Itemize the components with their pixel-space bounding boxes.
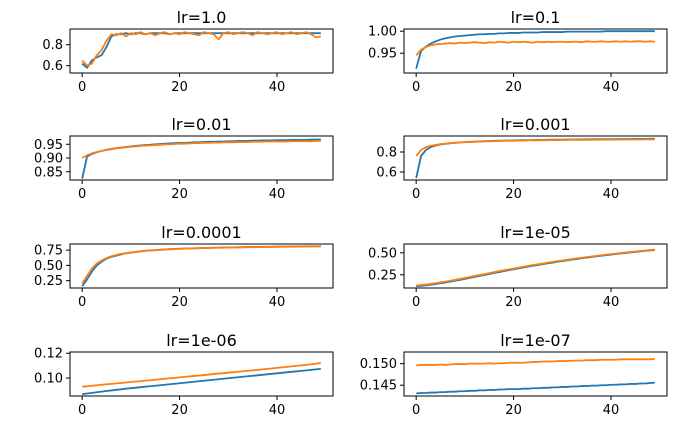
x-tick-label: 20	[505, 80, 522, 95]
train-line	[81, 32, 321, 69]
x-tick-label: 40	[269, 80, 286, 95]
subplot-title: lr=0.001	[500, 115, 570, 134]
x-tick-label: 0	[412, 403, 420, 418]
validation-line	[416, 248, 655, 287]
subplot-6: lr=1e-05 0 20 40 0.25 0.50	[368, 223, 668, 310]
y-tick-label: 0.6	[42, 59, 63, 74]
y-tick-label: 0.50	[34, 259, 63, 274]
x-tick-label: 40	[603, 295, 620, 310]
y-tick-label: 0.25	[368, 268, 397, 283]
x-tick-label: 20	[171, 187, 188, 202]
subplot-5: lr=0.0001 0 20 40 0.250.500.75	[34, 223, 334, 310]
subplot-1: lr=1.0 0 20 40 0.6 0.8	[42, 8, 334, 95]
subplot-4: lr=0.001 0 20 40 0.6 0.8	[376, 115, 668, 202]
validation-line	[81, 31, 322, 67]
subplot-title: lr=1e-05	[500, 223, 571, 242]
x-tick-label: 20	[171, 403, 188, 418]
axes-frame	[403, 135, 668, 181]
x-tick-label: 40	[269, 403, 286, 418]
subplot-title: lr=1.0	[177, 8, 227, 27]
x-tick-label: 20	[505, 403, 522, 418]
axes-frame	[403, 351, 668, 397]
x-tick-label: 0	[78, 403, 86, 418]
train-line	[415, 30, 655, 69]
x-tick-label: 0	[412, 187, 420, 202]
x-tick-label: 40	[269, 295, 286, 310]
x-tick-label: 20	[171, 295, 188, 310]
x-tick-label: 0	[412, 80, 420, 95]
validation-line	[81, 140, 321, 159]
axes-frame	[403, 28, 668, 74]
subplot-7: lr=1e-06 0 20 40 0.10 0.12	[34, 331, 334, 418]
y-tick-label: 0.95	[368, 47, 397, 62]
axes-frame	[69, 28, 334, 74]
x-tick-label: 40	[603, 80, 620, 95]
y-tick-label: 0.8	[42, 38, 63, 53]
train-line	[415, 137, 655, 179]
axes-frame	[69, 351, 334, 397]
y-tick-label: 0.145	[360, 379, 397, 394]
y-tick-label: 1.00	[368, 25, 397, 40]
train-line	[82, 367, 321, 396]
subplot-3: lr=0.01 0 20 40 0.850.900.95	[34, 115, 334, 202]
x-tick-label: 40	[603, 403, 620, 418]
validation-line	[415, 40, 655, 56]
y-tick-label: 0.85	[34, 165, 63, 180]
x-tick-label: 40	[603, 187, 620, 202]
subplot-8: lr=1e-07 0 20 40 0.145 0.150	[360, 331, 668, 418]
x-tick-label: 20	[505, 187, 522, 202]
train-line	[81, 138, 321, 179]
x-tick-label: 0	[412, 295, 420, 310]
y-tick-label: 0.6	[376, 166, 397, 181]
subplot-2: lr=0.1 0 20 40 0.95 1.00	[368, 8, 668, 95]
x-tick-label: 40	[269, 187, 286, 202]
train-line	[81, 245, 321, 287]
y-tick-label: 0.10	[34, 372, 63, 387]
y-tick-label: 0.50	[368, 246, 397, 261]
y-tick-label: 0.25	[34, 274, 63, 289]
train-line	[416, 381, 655, 395]
validation-line	[416, 358, 655, 367]
x-tick-label: 20	[171, 80, 188, 95]
x-tick-label: 0	[78, 80, 86, 95]
subplot-title: lr=0.01	[171, 115, 231, 134]
y-tick-label: 0.95	[34, 138, 63, 153]
x-tick-label: 0	[78, 295, 86, 310]
validation-line	[82, 362, 321, 388]
axes-frame	[69, 243, 334, 289]
subplot-title: lr=1e-06	[166, 331, 237, 350]
subplot-title: lr=1e-07	[500, 331, 571, 350]
x-tick-label: 0	[78, 187, 86, 202]
validation-line	[415, 138, 655, 157]
y-tick-label: 0.90	[34, 152, 63, 167]
y-tick-label: 0.75	[34, 244, 63, 259]
subplot-title: lr=0.1	[511, 8, 561, 27]
subplot-title: lr=0.0001	[161, 223, 241, 242]
y-tick-label: 0.150	[360, 357, 397, 372]
axes-frame	[403, 243, 668, 289]
x-tick-label: 20	[505, 295, 522, 310]
validation-line	[81, 245, 321, 285]
y-tick-label: 0.8	[376, 146, 397, 161]
y-tick-label: 0.12	[34, 347, 63, 362]
